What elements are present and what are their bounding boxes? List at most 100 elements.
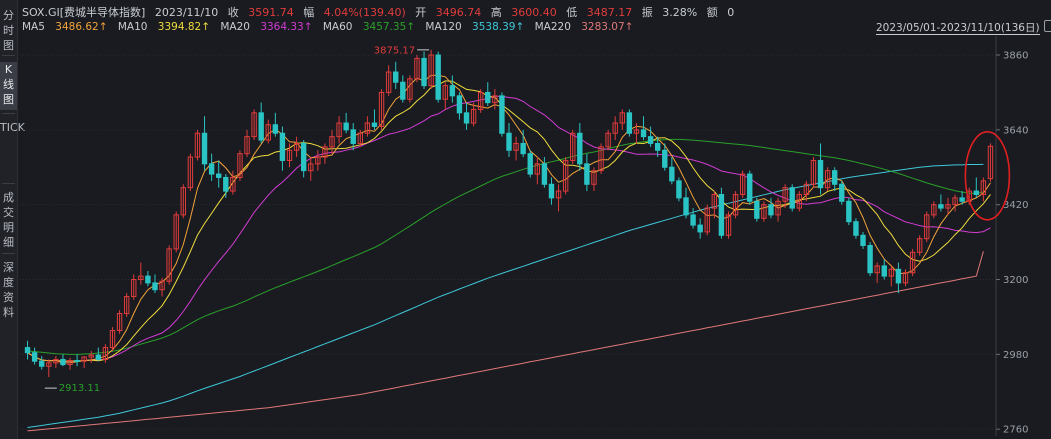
ma20-label: MA20 [220, 21, 250, 33]
max-label: 3875.17 [374, 45, 415, 56]
y-tick-label: 3640 [1003, 125, 1028, 136]
candle-body [711, 193, 718, 209]
tab-intraday-label: 分时图 [3, 9, 14, 52]
ma5-value: 3486.62↑ [55, 21, 108, 33]
ma20-line [27, 95, 991, 362]
amount-value: 0 [727, 6, 735, 19]
candle-body [513, 142, 519, 151]
candle-body [853, 221, 859, 236]
close-label: 收 [227, 6, 239, 19]
low-label: 低 [566, 6, 578, 19]
candle-body [308, 163, 314, 172]
candle-body [761, 204, 767, 219]
candle-body [846, 200, 852, 223]
open-value: 3496.74 [435, 6, 482, 19]
candle-body [109, 330, 116, 349]
ma220-value: 3283.07↑ [581, 21, 634, 33]
tab-intraday[interactable]: 分时图 [0, 8, 17, 53]
candle-body [612, 122, 618, 134]
candle-body [463, 112, 470, 124]
ma-legend: MA5 3486.62↑ MA10 3394.82↑ MA20 3364.33↑… [22, 21, 640, 33]
candle-body [88, 354, 94, 358]
candle-body [173, 214, 179, 250]
ma10-line [27, 80, 991, 362]
candle-body [251, 112, 257, 138]
candle-body [400, 81, 406, 100]
candle-body [506, 132, 512, 151]
candle-body [414, 57, 420, 80]
ma220-line [27, 251, 984, 432]
candle-body [768, 204, 774, 216]
candle-body [732, 193, 739, 216]
candle-body [364, 122, 371, 134]
candle-body [371, 122, 378, 127]
tab-kline[interactable]: K线图 [0, 62, 17, 110]
sidebar-divider [2, 183, 15, 184]
candle-body [916, 238, 923, 253]
y-tick-label: 2980 [1003, 350, 1028, 361]
candle-body [485, 91, 491, 104]
candle-body [123, 296, 130, 315]
candle-body [39, 360, 45, 367]
candle-body [881, 265, 887, 277]
candle-body [31, 352, 38, 362]
date-range[interactable]: 2023/05/01-2023/11/10(136日) [876, 20, 1051, 35]
candle-body [831, 170, 838, 185]
candle-body [584, 163, 590, 185]
candle-body [138, 275, 144, 281]
candle-body [874, 265, 880, 274]
candle-body [640, 129, 647, 138]
candle-body [336, 122, 342, 138]
candle-body [683, 197, 689, 216]
change-label: 幅 [303, 6, 315, 19]
candle-body [973, 190, 979, 195]
candle-body [570, 132, 576, 161]
candle-body [194, 132, 201, 158]
candle-body [754, 200, 760, 219]
y-tick-label: 2760 [1003, 425, 1028, 436]
ma120-line [27, 163, 984, 428]
high-label: 高 [490, 6, 502, 19]
quote-date: 2023/11/10 [154, 6, 219, 19]
candle-body [152, 282, 158, 291]
candle-body [747, 173, 753, 202]
tab-kline-label: K线图 [3, 63, 14, 106]
ma120-label: MA120 [425, 21, 462, 33]
highlight-ellipse [964, 130, 1011, 221]
candle-body [690, 214, 696, 226]
candle-body [909, 251, 916, 274]
candle-body [216, 173, 222, 178]
candle-body [598, 146, 604, 172]
amplitude-label: 振 [641, 6, 653, 19]
candle-body [860, 234, 866, 247]
candle-body [201, 132, 208, 165]
amplitude-value: 3.28% [662, 6, 698, 19]
high-value: 3600.40 [511, 6, 557, 19]
settings-icon[interactable] [1043, 20, 1051, 32]
tab-tick[interactable]: TICK [0, 120, 25, 135]
candle-body [293, 142, 300, 151]
candle-body [442, 85, 448, 100]
candle-body [286, 149, 293, 161]
tab-trade-detail[interactable]: 成交明细 [0, 190, 17, 250]
candle-body [739, 173, 746, 195]
candle-body [775, 200, 781, 216]
candle-body [131, 279, 137, 298]
change-value: 4.04%(139.40) [323, 6, 406, 19]
candle-body [548, 183, 555, 199]
candle-body [867, 245, 873, 274]
candle-body [895, 268, 902, 284]
candle-body [343, 122, 349, 131]
symbol-name: SOX.GI[费城半导体指数] [22, 6, 146, 19]
y-tick-label: 3420 [1003, 200, 1028, 211]
candle-body [577, 132, 583, 165]
tab-depth[interactable]: 深度资料 [0, 260, 17, 320]
candle-body [633, 129, 640, 134]
candle-body [931, 204, 937, 216]
candle-body [499, 95, 505, 134]
candle-body [562, 159, 569, 192]
ma10-value: 3394.82↑ [157, 21, 211, 33]
candle-body [959, 197, 965, 202]
candle-body [669, 166, 675, 182]
candle-body [180, 187, 187, 216]
